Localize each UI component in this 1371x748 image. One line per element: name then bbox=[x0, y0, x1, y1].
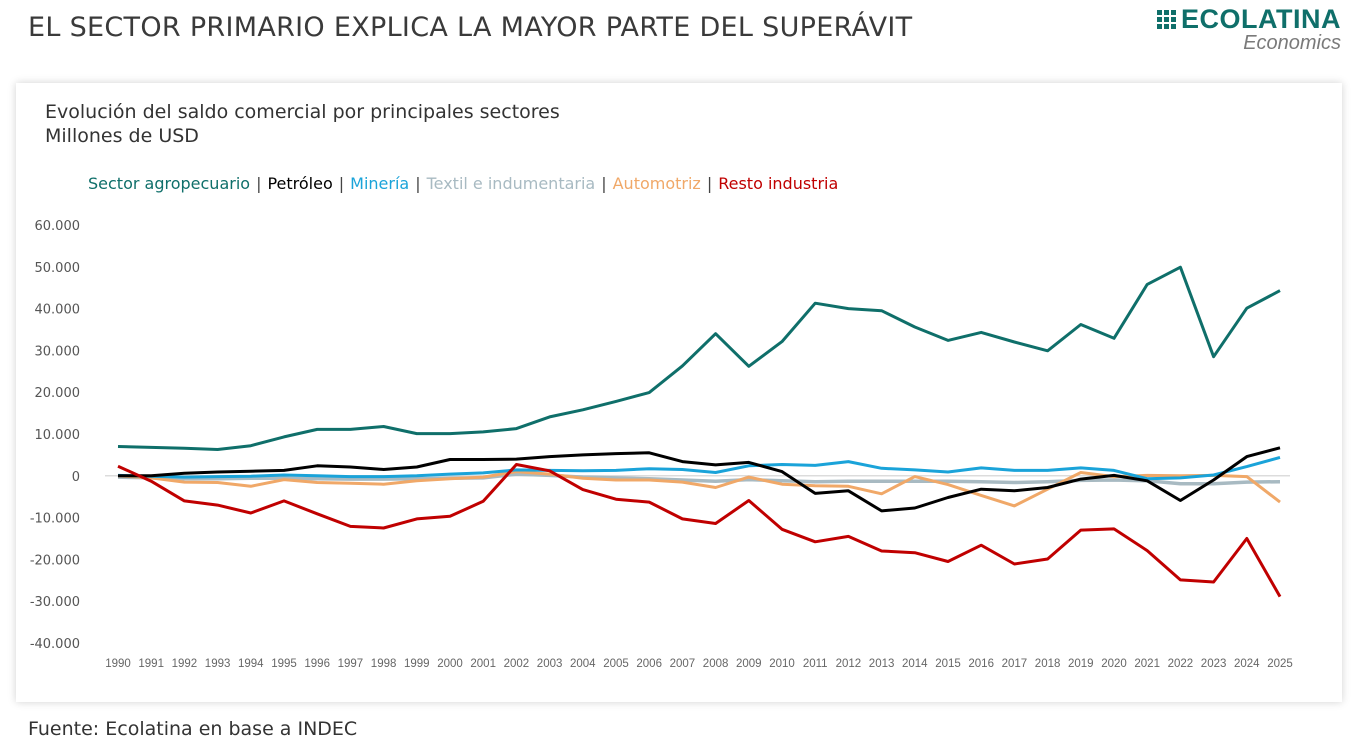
x-tick-label: 1996 bbox=[304, 658, 330, 670]
x-tick-label: 2017 bbox=[1002, 658, 1028, 670]
x-tick-label: 2007 bbox=[670, 658, 696, 670]
chart-subtitle: Millones de USD bbox=[45, 125, 199, 147]
series-line-mineria bbox=[117, 455, 1281, 481]
legend-separator: | bbox=[415, 174, 421, 193]
series-line-automotriz bbox=[117, 470, 1281, 508]
y-tick-label: 0 bbox=[72, 470, 80, 485]
ecolatina-logo: ECOLATINA Economics bbox=[1157, 4, 1341, 55]
x-tick-label: 2018 bbox=[1035, 658, 1061, 670]
y-tick-label: 30.000 bbox=[35, 344, 81, 359]
legend-separator: | bbox=[601, 174, 607, 193]
x-tick-label: 2008 bbox=[703, 658, 729, 670]
series-lines bbox=[117, 265, 1282, 598]
series-line-sector-agropecuario bbox=[117, 265, 1281, 451]
x-tick-label: 2022 bbox=[1168, 658, 1194, 670]
logo-grid-icon bbox=[1157, 10, 1176, 29]
legend-item: Automotriz bbox=[612, 174, 701, 193]
source-note: Fuente: Ecolatina en base a INDEC bbox=[28, 718, 358, 740]
x-tick-label: 1991 bbox=[138, 658, 164, 670]
x-tick-label: 2010 bbox=[769, 658, 795, 670]
x-tick-label: 1998 bbox=[371, 658, 397, 670]
series-line-resto-industria bbox=[117, 463, 1282, 598]
x-tick-label: 2005 bbox=[603, 658, 629, 670]
x-tick-label: 2009 bbox=[736, 658, 762, 670]
x-tick-label: 2013 bbox=[869, 658, 895, 670]
x-tick-label: 1995 bbox=[271, 658, 297, 670]
x-tick-label: 2015 bbox=[935, 658, 961, 670]
x-tick-label: 2000 bbox=[437, 658, 463, 670]
legend-separator: | bbox=[256, 174, 262, 193]
page-title: EL SECTOR PRIMARIO EXPLICA LA MAYOR PART… bbox=[28, 12, 913, 43]
legend-item: Resto industria bbox=[718, 174, 839, 193]
logo-subtitle: Economics bbox=[1243, 32, 1341, 54]
series-line-textil-e-indumentaria bbox=[117, 472, 1281, 486]
logo-name: ECOLATINA bbox=[1181, 4, 1341, 34]
legend-separator: | bbox=[338, 174, 345, 193]
x-tick-label: 2012 bbox=[836, 658, 862, 670]
x-tick-label: 2020 bbox=[1101, 658, 1127, 670]
x-tick-label: 2002 bbox=[504, 658, 530, 670]
chart-legend: Sector agropecuario | Petróleo | Minería | Tex… bbox=[88, 174, 838, 193]
x-tick-label: 2021 bbox=[1134, 658, 1160, 670]
legend-item: Textil e indumentaria bbox=[426, 174, 596, 193]
x-tick-label: 1997 bbox=[338, 658, 364, 670]
y-tick-label: -20.000 bbox=[30, 553, 80, 568]
y-tick-label: -40.000 bbox=[30, 637, 80, 652]
x-tick-label: 2006 bbox=[636, 658, 662, 670]
x-axis: 1990 1991 1992 1993 1994 1995 1996 1997 1998 1999… bbox=[105, 658, 1293, 670]
legend-item: Petróleo bbox=[267, 174, 333, 193]
y-tick-label: 60.000 bbox=[35, 219, 81, 234]
x-tick-label: 2019 bbox=[1068, 658, 1094, 670]
series-line-petroleo bbox=[118, 446, 1281, 513]
x-tick-label: 2004 bbox=[570, 658, 596, 670]
x-tick-label: 2016 bbox=[968, 658, 994, 670]
x-tick-label: 2024 bbox=[1234, 658, 1260, 670]
chart-card bbox=[16, 83, 1342, 702]
x-tick-label: 1990 bbox=[105, 658, 131, 670]
x-tick-label: 2003 bbox=[537, 658, 563, 670]
x-tick-label: 1992 bbox=[172, 658, 198, 670]
y-tick-label: 50.000 bbox=[35, 261, 81, 276]
x-tick-label: 1993 bbox=[205, 658, 231, 670]
x-tick-label: 1999 bbox=[404, 658, 430, 670]
chart-title-block: Evolución del saldo comercial por princi… bbox=[45, 100, 560, 148]
x-tick-label: 2011 bbox=[803, 658, 828, 670]
chart-title: Evolución del saldo comercial por princi… bbox=[45, 101, 560, 123]
legend-item: Sector agropecuario bbox=[88, 174, 251, 193]
y-tick-label: -30.000 bbox=[30, 595, 80, 610]
x-tick-label: 2001 bbox=[470, 658, 496, 670]
y-tick-label: 40.000 bbox=[35, 303, 81, 318]
x-tick-label: 2025 bbox=[1267, 658, 1293, 670]
legend-separator: | bbox=[706, 174, 713, 193]
y-tick-label: -10.000 bbox=[30, 512, 80, 527]
y-axis: 60.000 50.000 40.000 30.000 20.000 10.000 0 -10… bbox=[30, 219, 80, 652]
y-tick-label: 10.000 bbox=[35, 428, 81, 443]
x-tick-label: 2023 bbox=[1201, 658, 1227, 670]
x-tick-label: 1994 bbox=[238, 658, 264, 670]
legend-item: Minería bbox=[350, 174, 410, 193]
y-tick-label: 20.000 bbox=[35, 386, 81, 401]
x-tick-label: 2014 bbox=[902, 658, 928, 670]
